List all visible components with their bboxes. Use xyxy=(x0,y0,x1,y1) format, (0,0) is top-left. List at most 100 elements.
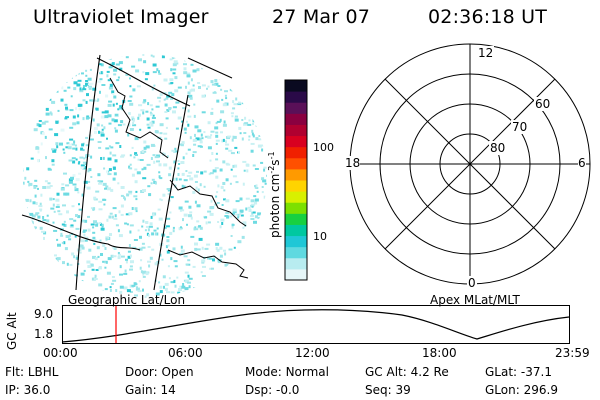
speckle-dot xyxy=(174,284,177,288)
speckle-dot xyxy=(238,101,241,104)
speckle-dot xyxy=(76,121,80,125)
speckle-dot xyxy=(151,120,155,124)
speckle-dot xyxy=(219,168,223,172)
date-label: 27 Mar 07 xyxy=(272,6,371,28)
speckle-dot xyxy=(199,137,202,141)
speckle-dot xyxy=(54,133,59,137)
speckle-dot xyxy=(197,145,202,148)
speckle-dot xyxy=(132,124,137,127)
speckle-dot xyxy=(208,173,211,176)
speckle-dot xyxy=(105,185,109,189)
speckle-dot xyxy=(192,265,196,268)
speckle-dot xyxy=(215,134,219,138)
speckle-dot xyxy=(260,281,264,285)
speckle-dot xyxy=(134,154,138,156)
speckle-dot xyxy=(260,82,264,86)
timeline-frame xyxy=(62,305,570,344)
speckle-dot xyxy=(145,110,149,113)
status-ip: IP: 36.0 xyxy=(5,383,50,397)
speckle-dot xyxy=(132,88,136,92)
speckle-dot xyxy=(23,181,25,185)
speckle-dot xyxy=(70,95,73,98)
speckle-dot xyxy=(127,255,131,259)
speckle-dot xyxy=(227,70,231,74)
speckle-dot xyxy=(151,178,155,181)
speckle-dot xyxy=(178,163,181,165)
speckle-dot xyxy=(261,186,264,188)
speckle-dot xyxy=(259,279,262,283)
speckle-dot xyxy=(139,235,142,239)
speckle-dot xyxy=(54,254,57,257)
speckle-dot xyxy=(185,280,190,283)
speckle-dot xyxy=(203,185,206,188)
speckle-dot xyxy=(203,54,207,56)
speckle-dot xyxy=(109,83,113,87)
speckle-dot xyxy=(71,157,76,160)
speckle-dot xyxy=(129,254,132,258)
speckle-dot xyxy=(65,184,70,187)
speckle-dot xyxy=(37,187,39,190)
speckle-dot xyxy=(60,232,63,236)
speckle-dot xyxy=(249,61,253,64)
speckle-dot xyxy=(172,229,175,233)
speckle-dot xyxy=(249,214,254,217)
speckle-dot xyxy=(117,76,120,79)
speckle-dot xyxy=(158,70,160,74)
speckle-dot xyxy=(250,218,255,220)
speckle-dot xyxy=(238,151,240,154)
speckle-dot xyxy=(234,118,239,122)
speckle-dot xyxy=(249,259,252,262)
speckle-dot xyxy=(129,192,132,195)
speckle-dot xyxy=(216,99,220,103)
speckle-dot xyxy=(67,288,71,291)
speckle-dot xyxy=(259,260,262,263)
speckle-dot xyxy=(209,267,213,270)
speckle-dot xyxy=(149,111,152,114)
speckle-dot xyxy=(237,240,242,244)
status-glat-value: -37.1 xyxy=(520,365,552,379)
speckle-dot xyxy=(137,290,142,293)
speckle-dot xyxy=(252,134,255,138)
speckle-dot xyxy=(180,161,185,164)
speckle-dot xyxy=(267,296,270,298)
speckle-dot xyxy=(65,192,70,196)
speckle-dot xyxy=(146,163,151,166)
speckle-dot xyxy=(230,152,235,155)
speckle-dot xyxy=(156,154,161,158)
speckle-dot xyxy=(257,216,262,219)
speckle-dot xyxy=(207,291,210,294)
speckle-dot xyxy=(148,225,153,228)
speckle-dot xyxy=(147,102,150,106)
speckle-dot xyxy=(129,284,133,288)
speckle-dot xyxy=(187,109,190,113)
colorbar-unit-label: photon cm-2s-1 xyxy=(267,151,282,238)
speckle-dot xyxy=(74,188,79,192)
speckle-dot xyxy=(23,131,25,135)
speckle-dot xyxy=(168,277,171,280)
speckle-dot xyxy=(101,128,104,131)
speckle-dot xyxy=(96,123,100,127)
colorbar-stop xyxy=(285,80,307,92)
status-seq: Seq: 39 xyxy=(365,383,411,397)
speckle-dot xyxy=(242,89,245,92)
speckle-dot xyxy=(224,263,229,267)
speckle-dot xyxy=(238,276,242,280)
speckle-dot xyxy=(29,239,33,241)
speckle-dot xyxy=(248,135,251,138)
speckle-dot xyxy=(48,128,53,131)
speckle-dot xyxy=(207,121,211,125)
speckle-dot xyxy=(215,247,218,250)
speckle-dot xyxy=(30,221,34,225)
speckle-dot xyxy=(142,189,146,192)
speckle-dot xyxy=(242,89,245,93)
speckle-dot xyxy=(255,137,259,141)
speckle-dot xyxy=(172,177,175,181)
speckle-dot xyxy=(223,120,226,124)
speckle-dot xyxy=(211,83,216,86)
speckle-dot xyxy=(159,198,162,201)
speckle-dot xyxy=(72,183,77,186)
speckle-dot xyxy=(111,215,114,219)
speckle-dot xyxy=(224,94,227,97)
speckle-dot xyxy=(193,287,198,291)
speckle-dot xyxy=(55,270,59,273)
